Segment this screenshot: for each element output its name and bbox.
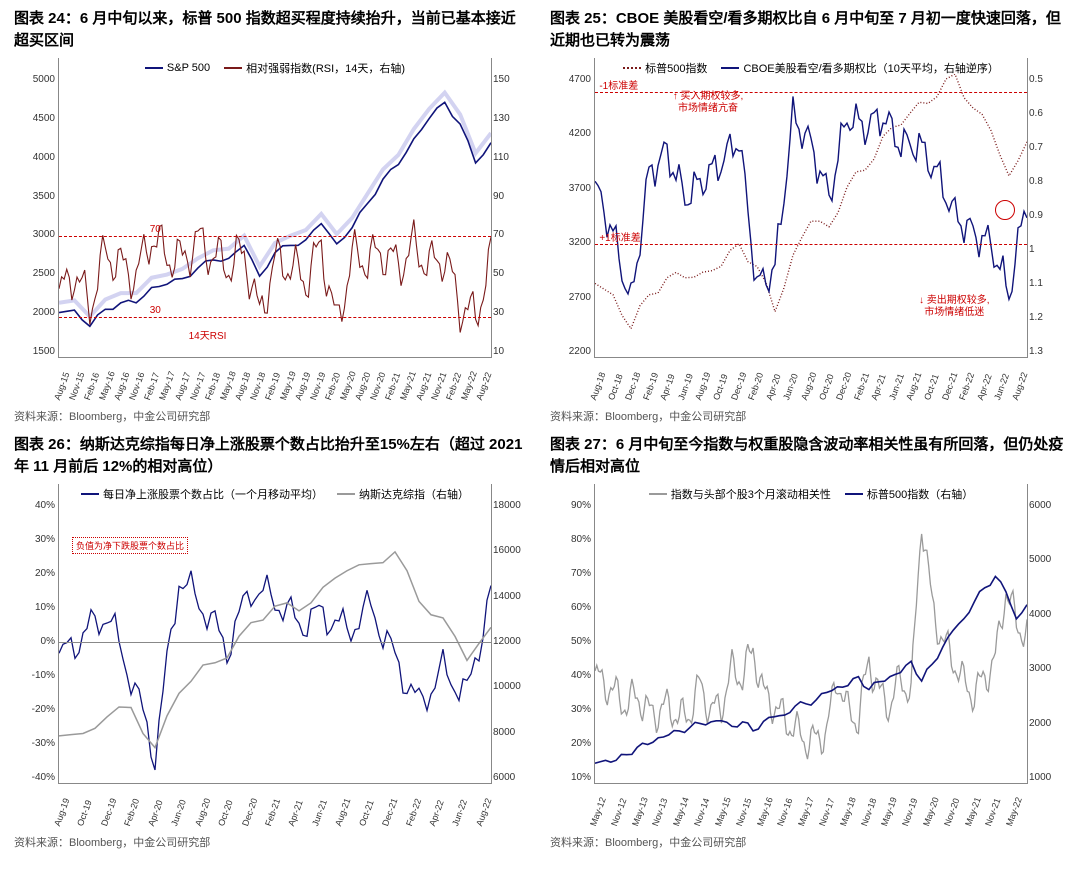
source-text: 资料来源：Bloomberg，中金公司研究部 [14,834,530,850]
y-axis-right: 600050004000300020001000 [1029,500,1061,783]
y-axis-right: 180001600014000120001000080006000 [493,500,525,783]
y-axis-left: 50004500400035003000250020001500 [19,74,55,357]
chart-grid: 图表 24：6 月中旬以来，标普 500 指数超买程度持续抬升，当前已基本接近超… [0,0,1080,858]
panel-25: 图表 25：CBOE 美股看空/看多期权比自 6 月中旬至 7 月初一度快速回落… [550,8,1066,424]
chart27-title: 图表 27：6 月中旬至今指数与权重股隐含波动率相关性虽有所回落，但仍处疫情后相… [550,434,1066,478]
panel-26: 图表 26：纳斯达克综指每日净上涨股票个数占比抬升至15%左右（超过 2021 … [14,434,530,850]
y-axis-left: 90%80%70%60%50%40%30%20%10% [555,500,591,783]
y-axis-right: 0.50.60.70.80.911.11.21.3 [1029,74,1061,357]
chart26-title: 图表 26：纳斯达克综指每日净上涨股票个数占比抬升至15%左右（超过 2021 … [14,434,530,478]
chart24-plot: S&P 500 相对强弱指数(RSI，14天，右轴) 5000450040003… [58,58,492,358]
source-text: 资料来源：Bloomberg，中金公司研究部 [14,408,530,424]
chart24-title: 图表 24：6 月中旬以来，标普 500 指数超买程度持续抬升，当前已基本接近超… [14,8,530,52]
y-axis-right: 1501301109070503010 [493,74,525,357]
chart25-title: 图表 25：CBOE 美股看空/看多期权比自 6 月中旬至 7 月初一度快速回落… [550,8,1066,52]
panel-24: 图表 24：6 月中旬以来，标普 500 指数超买程度持续抬升，当前已基本接近超… [14,8,530,424]
panel-27: 图表 27：6 月中旬至今指数与权重股隐含波动率相关性虽有所回落，但仍处疫情后相… [550,434,1066,850]
y-axis-left: 470042003700320027002200 [555,74,591,357]
x-axis: Aug-19Oct-19Dec-19Feb-20Apr-20Jun-20Aug-… [59,785,491,827]
x-axis: Aug-15Nov-15Feb-16May-16Aug-16Nov-16Feb-… [59,359,491,401]
x-axis: Aug-18Oct-18Dec-18Feb-19Apr-19Jun-19Aug-… [595,359,1027,401]
chart27-plot: 指数与头部个股3个月滚动相关性 标普500指数（右轴） 90%80%70%60%… [594,484,1028,784]
chart25-plot: 标普500指数 CBOE美股看空/看多期权比（10天平均，右轴逆序） 47004… [594,58,1028,358]
source-text: 资料来源：Bloomberg，中金公司研究部 [550,408,1066,424]
source-text: 资料来源：Bloomberg，中金公司研究部 [550,834,1066,850]
x-axis: May-12Nov-12May-13Nov-13May-14Nov-14May-… [595,785,1027,827]
chart26-plot: 每日净上涨股票个数占比（一个月移动平均） 纳斯达克综指（右轴） 40%30%20… [58,484,492,784]
y-axis-left: 40%30%20%10%0%-10%-20%-30%-40% [19,500,55,783]
